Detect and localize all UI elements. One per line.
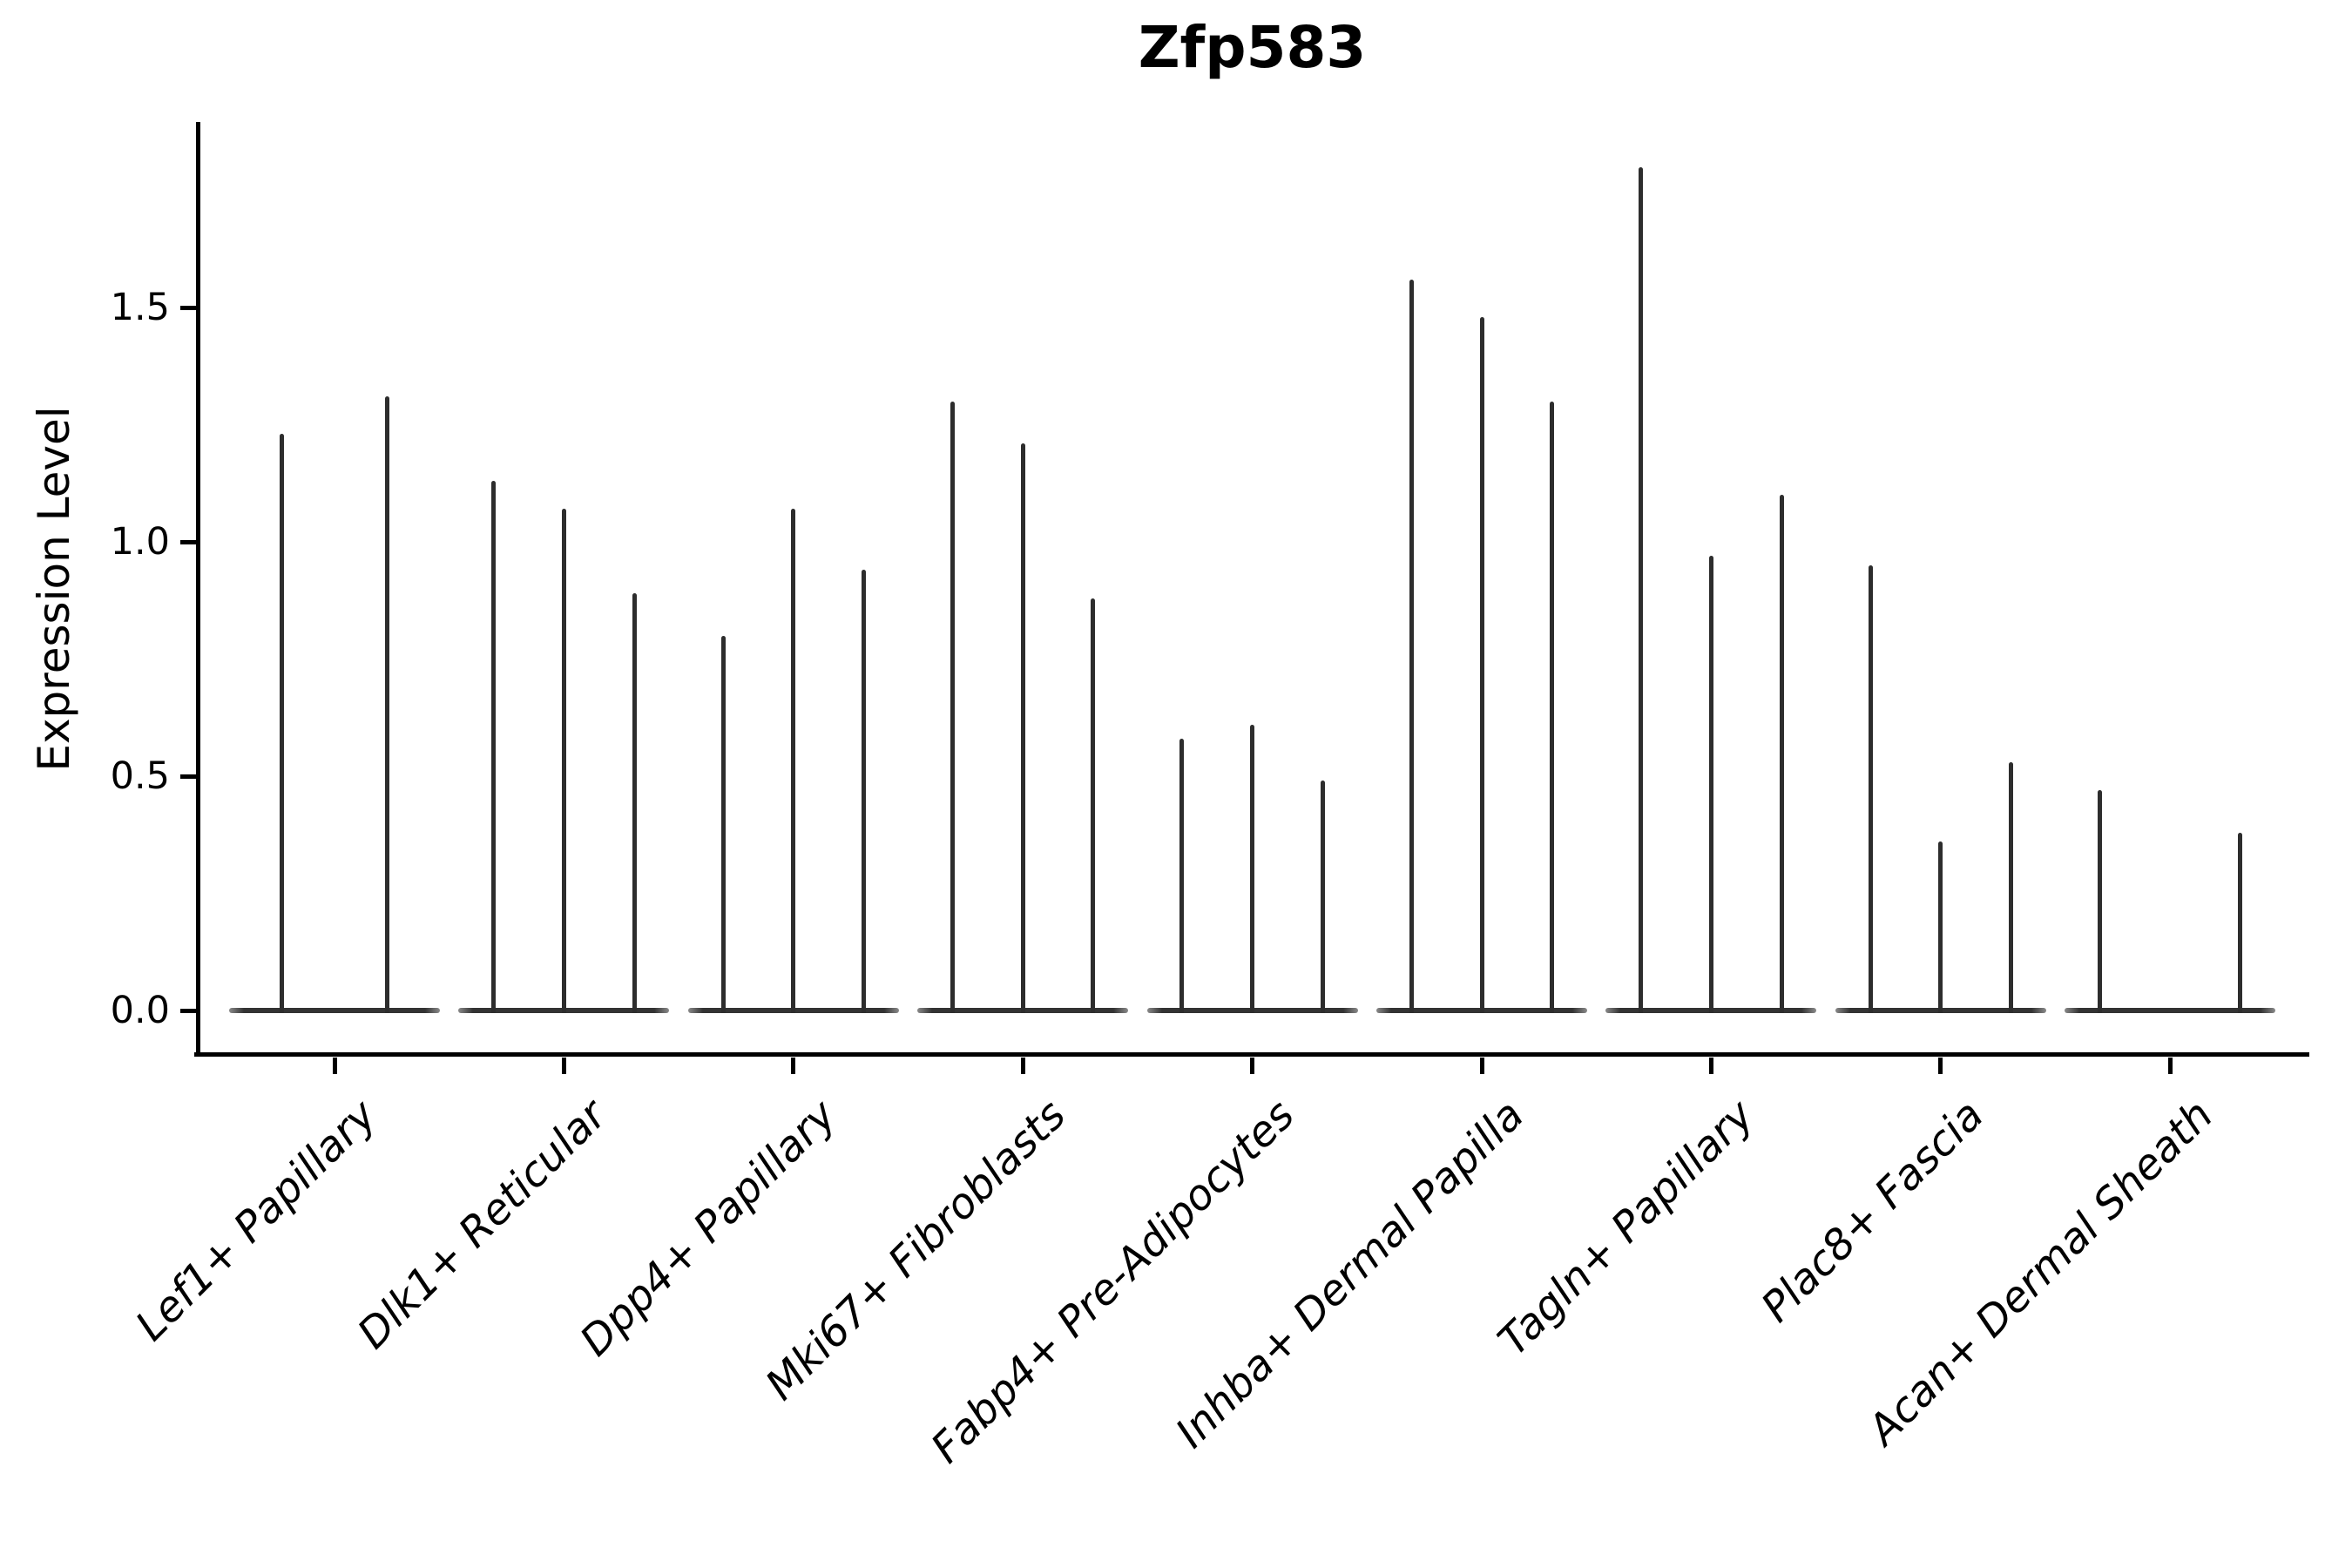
- violin-spike: [280, 434, 284, 1013]
- y-tick-label: 0.5: [110, 754, 170, 798]
- violin-spike: [1479, 316, 1484, 1013]
- violin-spike: [632, 593, 637, 1013]
- violin-spike: [1409, 279, 1414, 1013]
- y-axis-label: Expression Level: [29, 406, 79, 772]
- x-tick-mark: [1708, 1058, 1713, 1074]
- x-tick-mark: [1250, 1058, 1255, 1074]
- violin-spike: [2238, 832, 2243, 1013]
- violin-spike: [1091, 598, 1096, 1013]
- violin-spike: [1550, 401, 1555, 1013]
- x-tick-label: Dpp4+ Papillary: [570, 1091, 846, 1366]
- x-tick-label: Lef1+ Papillary: [126, 1091, 387, 1351]
- y-tick-mark: [180, 539, 196, 544]
- y-tick-label: 1.0: [110, 520, 170, 564]
- y-tick-mark: [180, 774, 196, 779]
- violin-spike: [1779, 495, 1784, 1013]
- y-tick-mark: [180, 305, 196, 310]
- violin-spike: [1868, 564, 1873, 1013]
- violin-spike: [1179, 738, 1185, 1013]
- x-tick-mark: [1479, 1058, 1484, 1074]
- violin-spike: [1938, 841, 1943, 1013]
- y-tick-label: 0.0: [110, 989, 170, 1032]
- x-tick-label: Dlk1+ Reticular: [348, 1091, 617, 1359]
- x-tick-mark: [561, 1058, 566, 1074]
- x-tick-label: Fabp4+ Pre-Adipocytes: [922, 1091, 1305, 1473]
- x-tick-mark: [1020, 1058, 1025, 1074]
- x-axis-spine: [194, 1052, 2309, 1057]
- violin-spike: [2008, 761, 2013, 1013]
- x-tick-label: Plac8+ Fascia: [1751, 1091, 1993, 1332]
- y-axis-spine: [196, 122, 200, 1057]
- x-tick-mark: [791, 1058, 796, 1074]
- chart-title: Zfp583: [1138, 14, 1367, 81]
- violin-spike: [720, 635, 726, 1013]
- violin-spike: [1639, 166, 1644, 1013]
- violin-spike: [561, 509, 566, 1013]
- violin-spike: [2098, 790, 2103, 1013]
- violin-baseline: [229, 1008, 440, 1013]
- x-tick-mark: [1938, 1058, 1943, 1074]
- violin-spike: [385, 396, 389, 1013]
- x-tick-mark: [2167, 1058, 2173, 1074]
- violin-baseline: [2065, 1008, 2276, 1013]
- violin-spike: [1320, 781, 1325, 1013]
- violin-spike: [1250, 724, 1255, 1013]
- violin-spike: [491, 481, 497, 1013]
- y-tick-mark: [180, 1008, 196, 1013]
- violin-spike: [861, 570, 866, 1013]
- y-tick-label: 1.5: [110, 286, 170, 329]
- x-tick-label: Tagln+ Papillary: [1488, 1091, 1764, 1366]
- violin-spike: [1020, 443, 1025, 1013]
- x-tick-mark: [332, 1058, 337, 1074]
- violin-spike: [950, 401, 956, 1013]
- violin-spike: [791, 509, 796, 1013]
- violin-spike: [1708, 556, 1713, 1013]
